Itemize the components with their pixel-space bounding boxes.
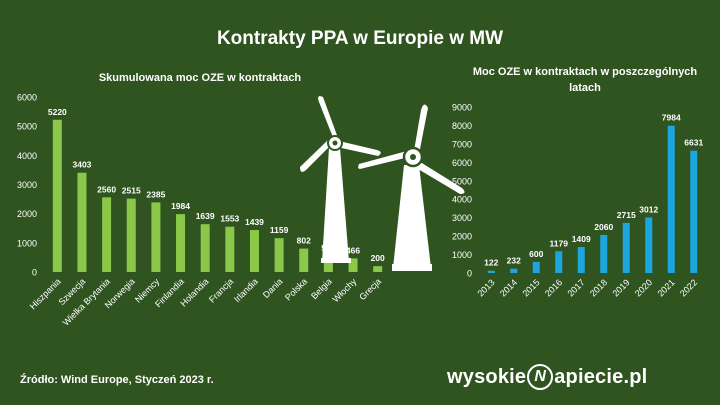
bar xyxy=(645,217,653,273)
data-label: 600 xyxy=(529,249,543,259)
bar xyxy=(299,248,309,272)
x-tick-label: 2017 xyxy=(565,277,586,298)
y-tick-label: 4000 xyxy=(17,151,37,161)
data-label: 802 xyxy=(297,236,311,246)
data-label: 232 xyxy=(507,256,521,266)
bar xyxy=(667,125,675,273)
y-tick-label: 3000 xyxy=(17,180,37,190)
bar xyxy=(577,247,585,273)
data-label: 1984 xyxy=(171,201,190,211)
left-chart-title: Skumulowana moc OZE w kontraktach xyxy=(98,72,302,84)
data-label: 5220 xyxy=(48,107,67,117)
x-tick-label: 2019 xyxy=(610,277,631,298)
y-tick-label: 5000 xyxy=(17,122,37,132)
main-title: Kontrakty PPA w Europie w MW xyxy=(216,28,504,49)
data-label: 2515 xyxy=(122,186,141,196)
x-tick-label: Francja xyxy=(207,276,235,304)
bar xyxy=(600,235,608,273)
bar xyxy=(126,198,136,272)
data-label: 3012 xyxy=(639,204,658,214)
x-tick-label: 2015 xyxy=(520,277,541,298)
data-label: 466 xyxy=(346,245,360,255)
source-note: Źródło: Wind Europe, Styczeń 2023 r. xyxy=(20,374,214,386)
data-label: 1553 xyxy=(220,214,239,224)
y-tick-label: 3000 xyxy=(452,213,472,223)
brand-text-start: wysokie xyxy=(447,365,527,388)
data-label: 122 xyxy=(484,258,498,268)
x-tick-label: Włochy xyxy=(331,276,359,304)
y-tick-label: 4000 xyxy=(452,195,472,205)
y-tick-label: 1000 xyxy=(452,250,472,260)
bar xyxy=(52,119,62,272)
x-tick-label: Hiszpania xyxy=(28,276,63,311)
y-tick-label: 2000 xyxy=(452,232,472,242)
bar xyxy=(77,172,87,272)
x-tick-label: Dania xyxy=(261,276,285,300)
data-label: 2560 xyxy=(97,184,116,194)
y-tick-label: 8000 xyxy=(452,121,472,131)
x-tick-label: 2014 xyxy=(498,277,519,298)
data-label: 7984 xyxy=(662,113,681,123)
x-tick-label: 2021 xyxy=(655,277,676,298)
bar xyxy=(373,266,383,272)
brand-logo: wysokie N apiecie.pl xyxy=(447,364,647,390)
wind-turbine-large-icon xyxy=(358,104,465,271)
bar xyxy=(225,226,235,272)
x-tick-label: Irlandia xyxy=(232,276,260,304)
x-tick-label: 2013 xyxy=(475,277,496,298)
data-label: 2385 xyxy=(146,189,165,199)
data-label: 1439 xyxy=(245,217,264,227)
y-tick-label: 9000 xyxy=(452,103,472,113)
x-tick-label: 2020 xyxy=(633,277,654,298)
bar xyxy=(555,251,563,273)
brand-text-end: apiecie.pl xyxy=(554,365,648,388)
data-label: 3403 xyxy=(73,160,92,170)
y-tick-label: 6000 xyxy=(17,93,37,103)
wind-turbine-small-icon xyxy=(300,96,381,263)
x-tick-label: 2022 xyxy=(678,277,699,298)
bar xyxy=(532,261,540,273)
data-label: 2060 xyxy=(594,222,613,232)
x-tick-label: Grecja xyxy=(357,276,383,302)
bar xyxy=(249,230,259,272)
bar xyxy=(151,202,161,272)
data-label: 6631 xyxy=(684,138,703,148)
data-label: 2715 xyxy=(617,210,636,220)
wind-turbines-illustration xyxy=(300,96,465,271)
brand-n-mark: N xyxy=(527,364,554,390)
bar xyxy=(200,224,210,272)
bar xyxy=(348,258,358,272)
data-label: 1179 xyxy=(550,238,569,248)
y-tick-label: 1000 xyxy=(17,238,37,248)
y-tick-label: 2000 xyxy=(17,209,37,219)
right-chart-title: Moc OZE w kontraktach w poszczególnych l… xyxy=(472,66,698,94)
bar xyxy=(622,222,630,273)
data-label: 1409 xyxy=(572,234,591,244)
data-label: 1639 xyxy=(196,211,215,221)
y-tick-label: 7000 xyxy=(452,139,472,149)
data-label: 1159 xyxy=(270,225,289,235)
x-tick-label: 2016 xyxy=(543,277,564,298)
x-tick-label: 2018 xyxy=(588,277,609,298)
x-tick-label: Polska xyxy=(283,276,309,302)
y-tick-label: 5000 xyxy=(452,176,472,186)
bar xyxy=(690,150,698,273)
bar xyxy=(510,268,518,273)
y-tick-label: 0 xyxy=(32,268,37,278)
right-chart: 0 1000 2000 3000 4000 5000 6000 7000 8000 9000 122… xyxy=(452,103,704,299)
bar xyxy=(487,270,495,273)
bar xyxy=(176,214,186,272)
data-label: 200 xyxy=(371,253,385,263)
y-tick-label: 0 xyxy=(467,269,472,279)
bar xyxy=(102,197,112,272)
bar xyxy=(323,255,333,272)
bar xyxy=(274,238,284,272)
y-tick-label: 6000 xyxy=(452,158,472,168)
